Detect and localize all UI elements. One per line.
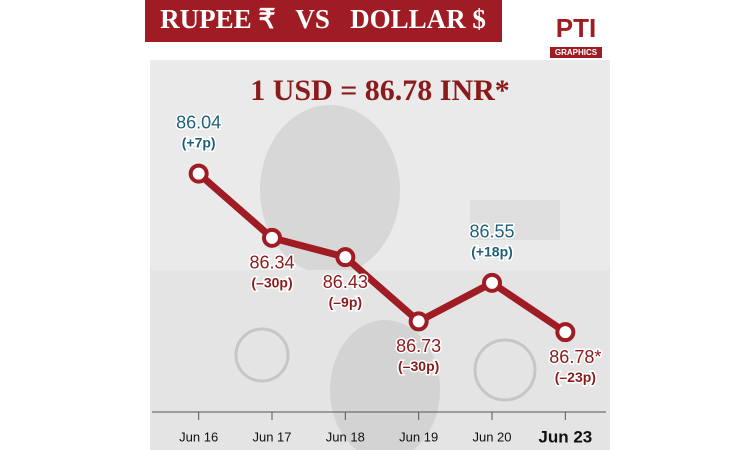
value-label: 86.73 xyxy=(396,336,441,356)
title-banner xyxy=(145,0,502,42)
point xyxy=(482,272,502,293)
change-label: (–30p) xyxy=(251,275,292,291)
value-label: 86.43 xyxy=(323,272,368,292)
point xyxy=(188,163,209,184)
change-label: (–9p) xyxy=(329,294,362,310)
note-portrait xyxy=(260,105,400,275)
note-value xyxy=(470,200,560,240)
logo: PTI xyxy=(556,13,596,43)
change-label: (–23p) xyxy=(555,369,596,385)
x-tick-label: Jun 16 xyxy=(179,429,218,444)
currency-background xyxy=(150,60,610,450)
x-tick-label: Jun 17 xyxy=(252,429,291,444)
change-label: (+7p) xyxy=(182,134,216,150)
value-label: 86.55 xyxy=(469,222,514,242)
note-seal xyxy=(473,338,537,402)
value-label: 86.04 xyxy=(176,112,221,132)
dollar-portrait xyxy=(330,320,440,450)
x-tick-label: Jun 19 xyxy=(399,429,438,444)
point xyxy=(262,227,282,248)
logo-strip xyxy=(550,47,602,58)
change-label: (+18p) xyxy=(471,244,513,260)
value-label: 86.78* xyxy=(549,347,601,367)
x-tick-label: Jun 18 xyxy=(326,429,365,444)
x-tick-label: Jun 20 xyxy=(472,429,511,444)
x-tick-label: Jun 23 xyxy=(538,427,592,446)
logo-subtitle: GRAPHICS xyxy=(555,48,598,57)
chart-title: RUPEE ₹ VS DOLLAR $ xyxy=(160,4,486,34)
change-label: (–30p) xyxy=(398,358,439,374)
point xyxy=(555,322,576,343)
point xyxy=(408,311,429,332)
line xyxy=(196,170,568,336)
point xyxy=(335,247,356,268)
headline: 1 USD = 86.78 INR* xyxy=(250,74,510,107)
value-label: 86.34 xyxy=(249,253,294,273)
note-seal xyxy=(234,327,290,383)
